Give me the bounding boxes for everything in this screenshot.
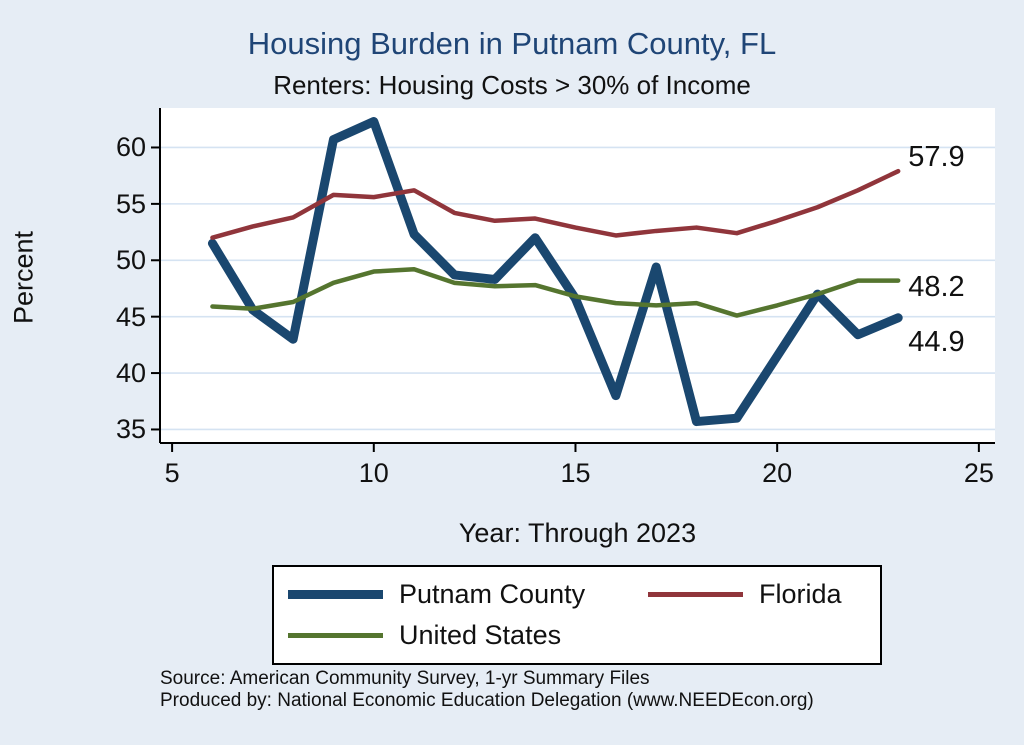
legend: Putnam County Florida United States: [272, 565, 882, 665]
end-value-label-united-states: 48.2: [908, 270, 965, 303]
x-tick-label: 10: [358, 458, 389, 488]
x-axis-title: Year: Through 2023: [458, 518, 697, 548]
y-tick-label: 55: [115, 188, 146, 219]
legend-label-united-states: United States: [399, 620, 562, 650]
y-tick-label: 50: [115, 245, 146, 276]
legend-entry-putnam-county: Putnam County: [288, 579, 648, 610]
source-note: Source: American Community Survey, 1-yr …: [160, 668, 650, 689]
y-tick-label: 45: [115, 301, 146, 332]
chart-subtitle: Renters: Housing Costs > 30% of Income: [273, 70, 751, 100]
y-tick-label: 35: [115, 414, 146, 445]
end-value-label-florida: 57.9: [908, 141, 965, 174]
united-states-line-swatch: [288, 633, 383, 638]
legend-label-putnam-county: Putnam County: [399, 579, 586, 609]
x-tick-label: 25: [963, 458, 994, 488]
florida-line-swatch: [648, 592, 743, 597]
producer-note: Produced by: National Economic Education…: [160, 690, 814, 711]
x-tick-label: 15: [560, 458, 591, 488]
y-tick-label: 60: [115, 132, 146, 163]
x-tick-label: 20: [762, 458, 793, 488]
y-tick-label: 40: [115, 358, 146, 389]
legend-label-florida: Florida: [759, 579, 842, 609]
legend-entry-florida: Florida: [648, 579, 866, 610]
chart-title: Housing Burden in Putnam County, FL: [247, 26, 777, 61]
legend-entry-united-states: United States: [288, 620, 648, 651]
putnam-county-line-swatch: [288, 590, 383, 599]
end-value-label-putnam-county: 44.9: [908, 325, 965, 358]
x-tick-label: 5: [164, 458, 180, 488]
